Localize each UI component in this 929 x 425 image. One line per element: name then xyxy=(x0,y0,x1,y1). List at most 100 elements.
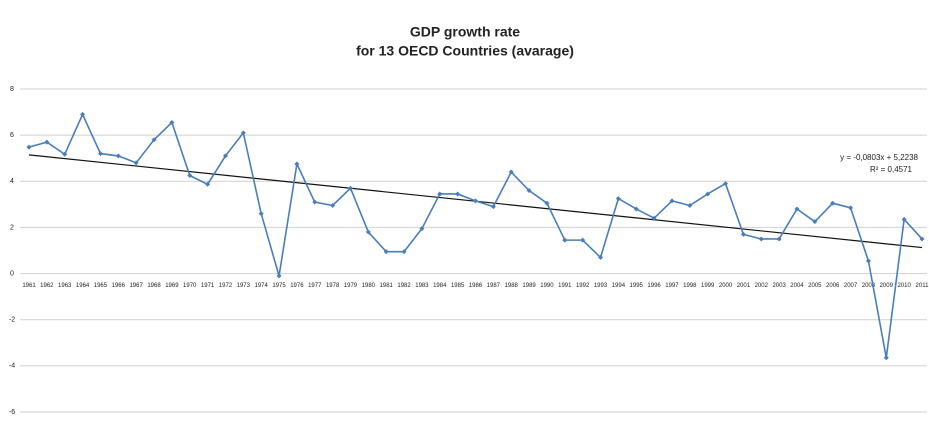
x-tick-label: 2001 xyxy=(737,283,751,289)
x-tick-label: 2004 xyxy=(790,283,804,289)
data-point xyxy=(901,216,907,222)
data-point xyxy=(240,130,246,136)
x-tick-label: 1964 xyxy=(76,283,90,289)
x-tick-label: 2005 xyxy=(808,283,822,289)
x-tick-label: 1998 xyxy=(683,283,697,289)
x-tick-label: 1987 xyxy=(487,283,501,289)
data-point xyxy=(294,161,300,167)
y-tick-label: -6 xyxy=(9,409,15,416)
x-tick-label: 2009 xyxy=(880,283,894,289)
trend-r2: R² = 0,4571 xyxy=(870,165,913,174)
data-point xyxy=(740,231,746,237)
x-tick-label: 1994 xyxy=(612,283,626,289)
x-tick-label: 1973 xyxy=(237,283,251,289)
data-point xyxy=(312,199,318,205)
x-tick-label: 1968 xyxy=(147,283,161,289)
data-point xyxy=(455,191,461,197)
data-point xyxy=(115,153,121,159)
x-tick-label: 1961 xyxy=(22,283,36,289)
data-point xyxy=(723,181,729,187)
data-point xyxy=(508,169,514,175)
data-point xyxy=(544,200,550,206)
x-tick-label: 1977 xyxy=(308,283,322,289)
x-tick-label: 2010 xyxy=(897,283,911,289)
x-tick-label: 1969 xyxy=(165,283,179,289)
data-point xyxy=(580,237,586,243)
x-tick-label: 1980 xyxy=(362,283,376,289)
data-point xyxy=(758,236,764,242)
chart-title: GDP growth rate xyxy=(410,24,520,40)
x-tick-label: 1993 xyxy=(594,283,608,289)
data-point xyxy=(44,139,50,145)
data-point xyxy=(687,203,693,209)
data-point xyxy=(437,191,443,197)
data-point xyxy=(133,160,139,166)
x-tick-label: 1970 xyxy=(183,283,197,289)
x-tick-label: 1976 xyxy=(290,283,304,289)
x-tick-label: 1995 xyxy=(630,283,644,289)
data-point xyxy=(205,181,211,187)
y-tick-label: 6 xyxy=(10,132,14,139)
x-tick-label: 1971 xyxy=(201,283,215,289)
y-tick-label: 8 xyxy=(10,86,14,93)
data-point xyxy=(490,204,496,210)
data-point xyxy=(187,173,193,179)
data-point xyxy=(830,200,836,206)
x-tick-label: 2000 xyxy=(719,283,733,289)
data-point xyxy=(383,249,389,255)
x-tick-label: 1983 xyxy=(415,283,429,289)
x-tick-label: 1978 xyxy=(326,283,340,289)
chart-subtitle: for 13 OECD Countries (avarage) xyxy=(356,43,574,59)
x-tick-label: 1997 xyxy=(665,283,679,289)
data-point xyxy=(97,151,103,157)
x-tick-label: 1996 xyxy=(647,283,661,289)
x-tick-label: 1981 xyxy=(380,283,394,289)
x-tick-label: 2008 xyxy=(862,283,876,289)
x-tick-label: 1989 xyxy=(522,283,536,289)
data-point xyxy=(151,137,157,143)
data-point xyxy=(598,254,604,260)
data-point xyxy=(651,215,657,221)
x-tick-label: 2011 xyxy=(916,283,929,289)
data-point xyxy=(169,119,175,125)
data-line xyxy=(28,112,923,358)
data-point xyxy=(62,151,68,157)
x-tick-label: 1982 xyxy=(397,283,411,289)
x-tick-label: 1984 xyxy=(433,283,447,289)
x-tick-label: 1962 xyxy=(40,283,54,289)
data-point xyxy=(776,236,782,242)
x-tick-label: 1965 xyxy=(94,283,108,289)
data-point xyxy=(401,249,407,255)
x-tick-label: 1967 xyxy=(129,283,143,289)
data-point xyxy=(276,273,282,279)
data-point xyxy=(865,258,871,264)
data-point xyxy=(222,153,228,159)
data-point xyxy=(330,203,336,209)
data-point xyxy=(347,185,353,191)
data-point xyxy=(705,191,711,197)
x-tick-label: 2003 xyxy=(772,283,786,289)
data-point xyxy=(419,226,425,232)
data-point xyxy=(80,111,86,117)
y-tick-label: -2 xyxy=(9,317,15,324)
data-point xyxy=(883,355,889,361)
x-tick-label: 1975 xyxy=(272,283,286,289)
y-tick-label: 2 xyxy=(10,224,14,231)
trend-equation: y = -0,0803x + 5,2238 xyxy=(840,153,918,162)
data-point xyxy=(669,198,675,204)
data-point xyxy=(919,236,925,242)
x-tick-label: 1988 xyxy=(505,283,519,289)
data-point xyxy=(258,211,264,217)
x-tick-label: 1979 xyxy=(344,283,358,289)
data-point xyxy=(615,196,621,202)
data-point xyxy=(812,219,818,225)
x-tick-label: 1999 xyxy=(701,283,715,289)
data-point xyxy=(26,144,32,150)
x-tick-label: 1972 xyxy=(219,283,233,289)
y-tick-label: 4 xyxy=(10,178,14,185)
x-tick-label: 2007 xyxy=(844,283,858,289)
x-tick-label: 2002 xyxy=(755,283,769,289)
data-point xyxy=(633,206,639,212)
x-tick-label: 1985 xyxy=(451,283,465,289)
